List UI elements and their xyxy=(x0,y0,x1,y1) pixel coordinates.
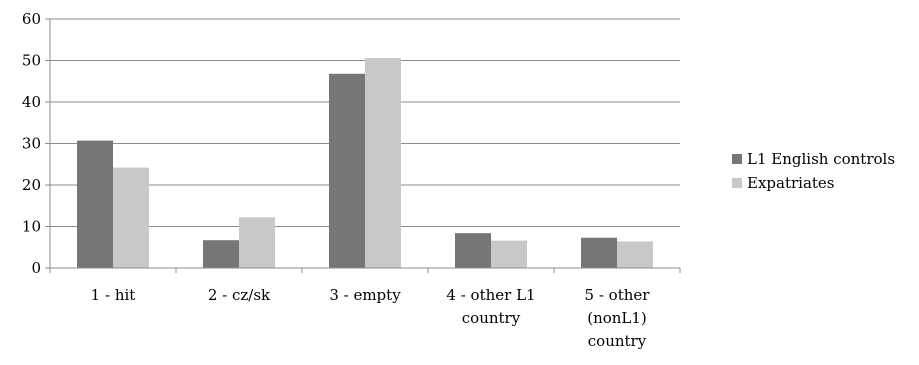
y-tick-label: 30 xyxy=(22,135,41,153)
bar-l1-english-controls xyxy=(455,233,491,268)
legend: L1 English controls Expatriates xyxy=(732,150,895,192)
y-tick-label: 40 xyxy=(22,93,41,111)
x-category-label-line: country xyxy=(588,332,647,350)
y-tick-label: 50 xyxy=(22,52,41,70)
bar-expatriates xyxy=(617,241,653,268)
x-category-label: 5 - other (nonL1) country xyxy=(585,286,651,350)
x-category-label-line: 5 - other xyxy=(585,286,651,304)
bar-l1-english-controls xyxy=(77,140,113,268)
legend-swatch xyxy=(732,154,742,164)
bar-l1-english-controls xyxy=(329,73,365,268)
x-category-label: 4 - other L1 country xyxy=(446,286,535,327)
x-category-label-line: 1 - hit xyxy=(91,286,136,304)
bar-expatriates xyxy=(365,58,401,269)
x-category-label-line: (nonL1) xyxy=(587,309,647,327)
y-axis: 0 10 20 30 40 50 60 xyxy=(22,10,51,277)
x-axis: 1 - hit 2 - cz/sk 3 - empty 4 - other L1 cou… xyxy=(49,267,681,350)
y-tick-label: 20 xyxy=(22,176,41,194)
bar-l1-english-controls xyxy=(203,240,239,268)
bars xyxy=(77,58,653,269)
bar-expatriates xyxy=(113,167,149,268)
x-category-label-line: 4 - other L1 xyxy=(446,286,535,304)
legend-label: L1 English controls xyxy=(747,150,895,168)
x-category-label: 1 - hit xyxy=(91,286,136,304)
x-category-label-line: 2 - cz/sk xyxy=(208,286,271,304)
y-tick-label: 10 xyxy=(22,218,41,236)
bar-l1-english-controls xyxy=(581,237,617,268)
bar-expatriates xyxy=(239,217,275,268)
x-category-label-line: 3 - empty xyxy=(329,286,401,304)
legend-swatch xyxy=(732,178,742,188)
bar-expatriates xyxy=(491,240,527,268)
legend-label: Expatriates xyxy=(747,174,835,192)
x-category-label: 2 - cz/sk xyxy=(208,286,271,304)
y-tick-label: 0 xyxy=(31,259,41,277)
x-category-label: 3 - empty xyxy=(329,286,401,304)
x-category-label-line: country xyxy=(462,309,521,327)
y-tick-label: 60 xyxy=(22,10,41,28)
